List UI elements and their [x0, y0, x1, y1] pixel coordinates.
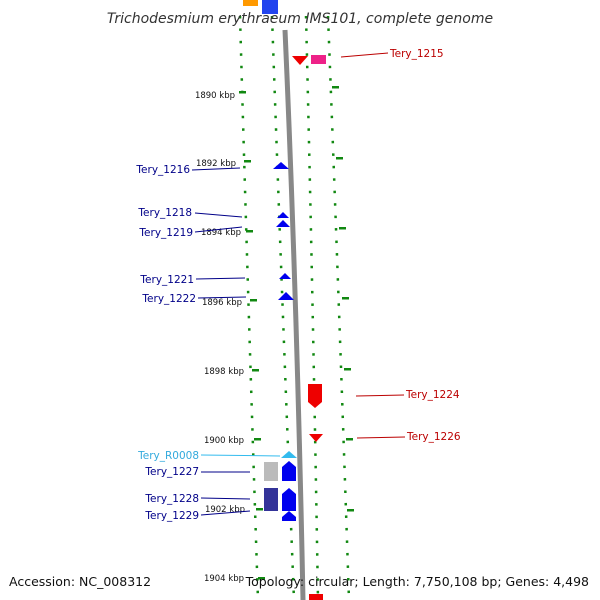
gene-glyph-tery-1215-a[interactable] [292, 56, 308, 65]
genome-title: Trichodesmium erythraeum IMS101, complet… [107, 11, 493, 27]
gene-glyph-tery-1224[interactable] [308, 384, 322, 408]
leader-tery-1228 [200, 497, 251, 500]
tick-mark-1896 [250, 299, 257, 302]
label-tery-1218[interactable]: Tery_1218 [137, 207, 192, 219]
reverse-tick-1896 [342, 297, 349, 300]
tick-label-1894: 1894 kbp [201, 228, 241, 238]
reverse-tick-1900 [346, 438, 353, 441]
forward-strand-guide-outer [238, 15, 260, 600]
gene-glyph-tery-r0008[interactable] [281, 451, 297, 458]
reverse-strand-ticks [332, 86, 354, 512]
tick-mark-1892 [244, 160, 251, 163]
kbp-ruler: 1890 kbp 1892 kbp 1894 kbp 1896 kbp 1898… [195, 91, 265, 584]
gene-glyph-tery-1226[interactable] [309, 434, 323, 442]
leader-tery-1215 [340, 52, 389, 58]
label-tery-1228[interactable]: Tery_1228 [144, 493, 199, 505]
tick-label-1892: 1892 kbp [196, 159, 236, 169]
genome-backbone [282, 29, 306, 600]
reverse-tick-1902 [347, 509, 354, 512]
leader-tery-1224 [355, 394, 405, 397]
gene-glyph-tery-1218[interactable] [277, 212, 289, 218]
leader-tery-1216 [191, 167, 241, 171]
tick-mark-1890 [239, 91, 246, 94]
feature-bottom-remnant-red [309, 594, 323, 600]
forward-strand-genes [264, 162, 297, 521]
topology-text: Topology: circular; Length: 7,750,108 bp… [245, 574, 589, 589]
leader-tery-r0008 [200, 454, 281, 457]
feature-top-remnant-blue [262, 0, 278, 14]
tick-label-1900: 1900 kbp [204, 436, 244, 446]
accession-text: Accession: NC_008312 [9, 574, 151, 589]
gene-glyph-tery-1216[interactable] [273, 162, 289, 169]
label-tery-1215[interactable]: Tery_1215 [389, 48, 444, 60]
gene-glyph-tery-1222[interactable] [278, 292, 294, 300]
label-tery-1216[interactable]: Tery_1216 [135, 164, 190, 176]
gene-glyph-tery-1219[interactable] [276, 220, 290, 227]
gene-glyph-tery-1228[interactable] [282, 488, 296, 511]
reverse-strand-guide-outer [326, 15, 351, 600]
leader-tery-1229 [200, 510, 251, 516]
reverse-strand-guide-inner [304, 15, 320, 600]
tick-label-1896: 1896 kbp [202, 298, 242, 308]
tick-mark-1894 [246, 230, 253, 233]
tick-mark-1904 [258, 577, 265, 580]
gene-glyph-tery-1221[interactable] [279, 273, 291, 279]
gene-glyph-tery-1229[interactable] [282, 511, 296, 521]
leader-tery-1222 [197, 296, 247, 299]
tick-label-1890: 1890 kbp [195, 91, 235, 101]
reverse-tick-1894 [339, 227, 346, 230]
leader-tery-1219 [194, 226, 243, 233]
reverse-tick-1890 [332, 86, 339, 89]
label-tery-r0008[interactable]: Tery_R0008 [137, 450, 199, 462]
label-tery-1229[interactable]: Tery_1229 [144, 510, 199, 522]
label-tery-1227[interactable]: Tery_1227 [144, 466, 199, 478]
tick-mark-1902 [256, 508, 263, 511]
reverse-tick-1898 [344, 368, 351, 371]
gene-shadow-tery-1228 [264, 488, 278, 511]
label-tery-1224[interactable]: Tery_1224 [405, 389, 460, 401]
feature-labels: Tery_1215 Tery_1216 Tery_1218 Tery_1219 … [135, 48, 461, 522]
feature-top-remnant-orange [243, 0, 258, 6]
label-tery-1221[interactable]: Tery_1221 [139, 274, 194, 286]
label-tery-1222[interactable]: Tery_1222 [141, 293, 196, 305]
leader-lines [191, 52, 406, 516]
tick-label-1898: 1898 kbp [204, 367, 244, 377]
reverse-strand-genes [292, 55, 326, 442]
tick-mark-1900 [254, 438, 261, 441]
leader-tery-1221 [195, 277, 246, 280]
gene-glyph-tery-1215-b[interactable] [311, 55, 326, 64]
tick-label-1902: 1902 kbp [205, 505, 245, 515]
tick-mark-1898 [252, 369, 259, 372]
forward-strand-guide-inner [270, 15, 296, 600]
tick-label-1904: 1904 kbp [204, 574, 244, 584]
gene-shadow-tery-1227 [264, 462, 278, 481]
label-tery-1219[interactable]: Tery_1219 [138, 227, 193, 239]
gene-glyph-tery-1227[interactable] [282, 461, 296, 481]
leader-tery-1226 [356, 436, 406, 439]
label-tery-1226[interactable]: Tery_1226 [406, 431, 461, 443]
leader-tery-1218 [194, 212, 243, 218]
reverse-tick-1892 [336, 157, 343, 160]
